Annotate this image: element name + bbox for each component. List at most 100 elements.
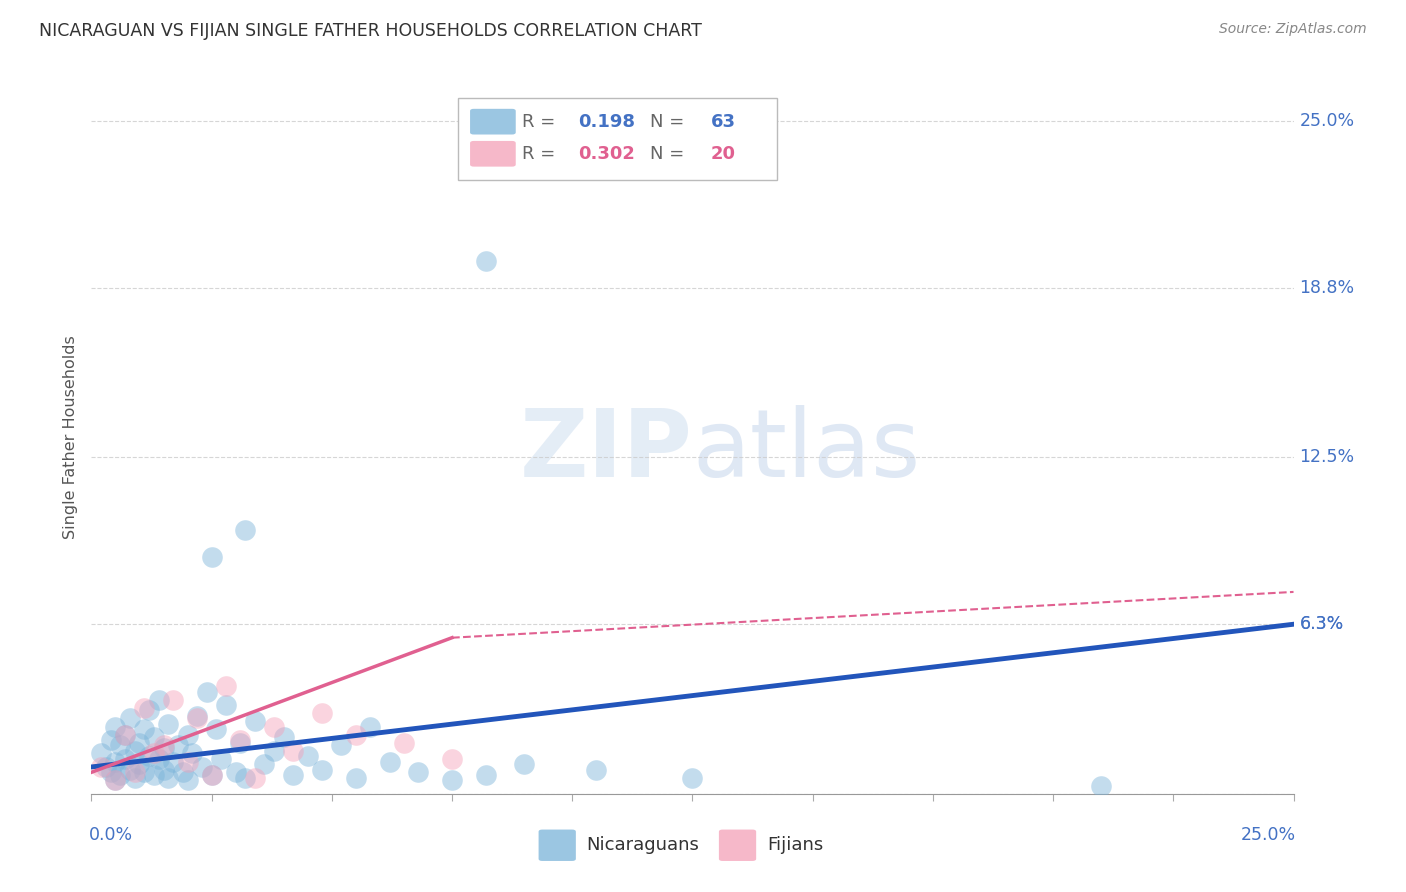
Point bbox=[114, 728, 136, 742]
Point bbox=[162, 755, 184, 769]
Point bbox=[191, 760, 214, 774]
Point bbox=[440, 752, 463, 766]
Y-axis label: Single Father Households: Single Father Households bbox=[63, 335, 79, 539]
Point bbox=[243, 771, 266, 785]
Point bbox=[148, 692, 170, 706]
Point bbox=[585, 763, 607, 777]
Point bbox=[205, 723, 228, 737]
Point bbox=[152, 741, 174, 756]
Point bbox=[229, 736, 252, 750]
Point bbox=[152, 739, 174, 753]
Point bbox=[128, 736, 150, 750]
Point bbox=[297, 749, 319, 764]
Point bbox=[474, 768, 496, 782]
Point bbox=[138, 749, 160, 764]
Point bbox=[134, 765, 156, 780]
Point bbox=[273, 731, 295, 745]
FancyBboxPatch shape bbox=[538, 830, 576, 861]
Point bbox=[176, 773, 198, 788]
Point bbox=[142, 731, 165, 745]
Point bbox=[263, 720, 285, 734]
Point bbox=[225, 765, 247, 780]
Point bbox=[162, 692, 184, 706]
Point bbox=[152, 763, 174, 777]
Point bbox=[440, 773, 463, 788]
Point bbox=[408, 765, 430, 780]
Point bbox=[474, 253, 496, 268]
Text: Nicaraguans: Nicaraguans bbox=[586, 837, 700, 855]
Point bbox=[104, 720, 127, 734]
Point bbox=[253, 757, 276, 772]
Point bbox=[124, 771, 146, 785]
Point bbox=[118, 711, 141, 725]
Point bbox=[167, 739, 190, 753]
Point bbox=[181, 747, 204, 761]
Text: 25.0%: 25.0% bbox=[1299, 112, 1354, 129]
Point bbox=[114, 728, 136, 742]
Point bbox=[90, 760, 112, 774]
FancyBboxPatch shape bbox=[718, 830, 756, 861]
Point bbox=[344, 771, 367, 785]
Point bbox=[124, 765, 146, 780]
Point bbox=[134, 723, 156, 737]
Text: ZIP: ZIP bbox=[520, 405, 692, 498]
Point bbox=[104, 773, 127, 788]
Point bbox=[100, 765, 122, 780]
Text: 0.0%: 0.0% bbox=[89, 826, 134, 844]
Text: 20: 20 bbox=[710, 145, 735, 162]
Text: 18.8%: 18.8% bbox=[1299, 278, 1354, 297]
Text: Source: ZipAtlas.com: Source: ZipAtlas.com bbox=[1219, 22, 1367, 37]
Point bbox=[283, 744, 305, 758]
Text: 0.302: 0.302 bbox=[578, 145, 636, 162]
Text: 0.198: 0.198 bbox=[578, 112, 636, 130]
Point bbox=[134, 700, 156, 714]
Point bbox=[233, 771, 256, 785]
Point bbox=[124, 744, 146, 758]
Text: 63: 63 bbox=[710, 112, 735, 130]
Text: 25.0%: 25.0% bbox=[1241, 826, 1296, 844]
Point bbox=[215, 698, 238, 712]
Point bbox=[201, 549, 224, 564]
Text: NICARAGUAN VS FIJIAN SINGLE FATHER HOUSEHOLDS CORRELATION CHART: NICARAGUAN VS FIJIAN SINGLE FATHER HOUSE… bbox=[39, 22, 702, 40]
Point bbox=[359, 720, 381, 734]
Text: N =: N = bbox=[651, 112, 690, 130]
Point bbox=[344, 728, 367, 742]
FancyBboxPatch shape bbox=[458, 98, 776, 180]
Text: 6.3%: 6.3% bbox=[1299, 615, 1344, 633]
Point bbox=[195, 684, 218, 698]
Text: atlas: atlas bbox=[692, 405, 921, 498]
Point bbox=[90, 747, 112, 761]
Point bbox=[142, 747, 165, 761]
Point bbox=[378, 755, 401, 769]
Point bbox=[229, 733, 252, 747]
Point bbox=[311, 706, 333, 720]
Point bbox=[176, 728, 198, 742]
Point bbox=[128, 757, 150, 772]
Point bbox=[142, 768, 165, 782]
Point bbox=[94, 760, 117, 774]
FancyBboxPatch shape bbox=[470, 141, 516, 167]
Point bbox=[392, 736, 415, 750]
Point bbox=[283, 768, 305, 782]
Point bbox=[330, 739, 353, 753]
Point bbox=[311, 763, 333, 777]
Point bbox=[243, 714, 266, 728]
Point bbox=[681, 771, 703, 785]
Text: N =: N = bbox=[651, 145, 690, 162]
Point bbox=[118, 763, 141, 777]
Text: 12.5%: 12.5% bbox=[1299, 449, 1354, 467]
Point bbox=[114, 752, 136, 766]
Point bbox=[157, 717, 180, 731]
Point bbox=[148, 752, 170, 766]
Text: Fijians: Fijians bbox=[768, 837, 824, 855]
Text: 6.3%: 6.3% bbox=[1299, 615, 1344, 633]
Text: R =: R = bbox=[522, 112, 561, 130]
Point bbox=[513, 757, 536, 772]
Point bbox=[157, 771, 180, 785]
Point bbox=[1090, 779, 1112, 793]
Point bbox=[104, 755, 127, 769]
Point bbox=[110, 768, 132, 782]
Point bbox=[104, 773, 127, 788]
FancyBboxPatch shape bbox=[470, 109, 516, 135]
Point bbox=[110, 739, 132, 753]
